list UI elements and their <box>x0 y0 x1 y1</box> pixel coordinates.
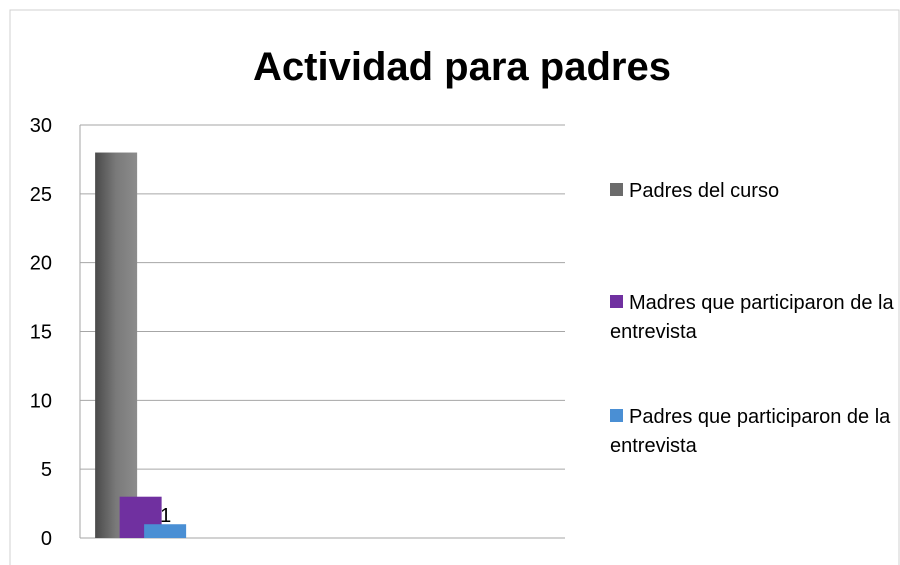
y-tick-label: 20 <box>30 253 52 275</box>
y-tick-label: 25 <box>30 184 52 206</box>
legend-swatch <box>610 409 623 422</box>
legend-swatch <box>610 183 623 196</box>
legend-entry: Madres que participaron de la entrevista <box>610 289 895 347</box>
legend-label: Padres del curso <box>629 180 780 202</box>
y-tick-label: 10 <box>30 390 52 412</box>
y-tick-label: 15 <box>30 322 52 344</box>
legend-label: Madres que participaron de la entrevista <box>610 292 894 343</box>
bar <box>144 524 187 538</box>
legend-swatch <box>610 295 623 308</box>
data-label: 1 <box>160 505 171 527</box>
y-tick-label: 5 <box>41 459 52 481</box>
chart-frame <box>9 9 900 565</box>
legend-entry: Padres del curso <box>610 177 895 206</box>
chart-title: Actividad para padres <box>253 45 671 89</box>
legend-entry: Padres que participaron de la entrevista <box>610 403 895 461</box>
y-tick-label: 30 <box>30 115 52 137</box>
y-tick-label: 0 <box>41 528 52 550</box>
legend-label: Padres que participaron de la entrevista <box>610 406 891 457</box>
bar <box>95 152 138 539</box>
